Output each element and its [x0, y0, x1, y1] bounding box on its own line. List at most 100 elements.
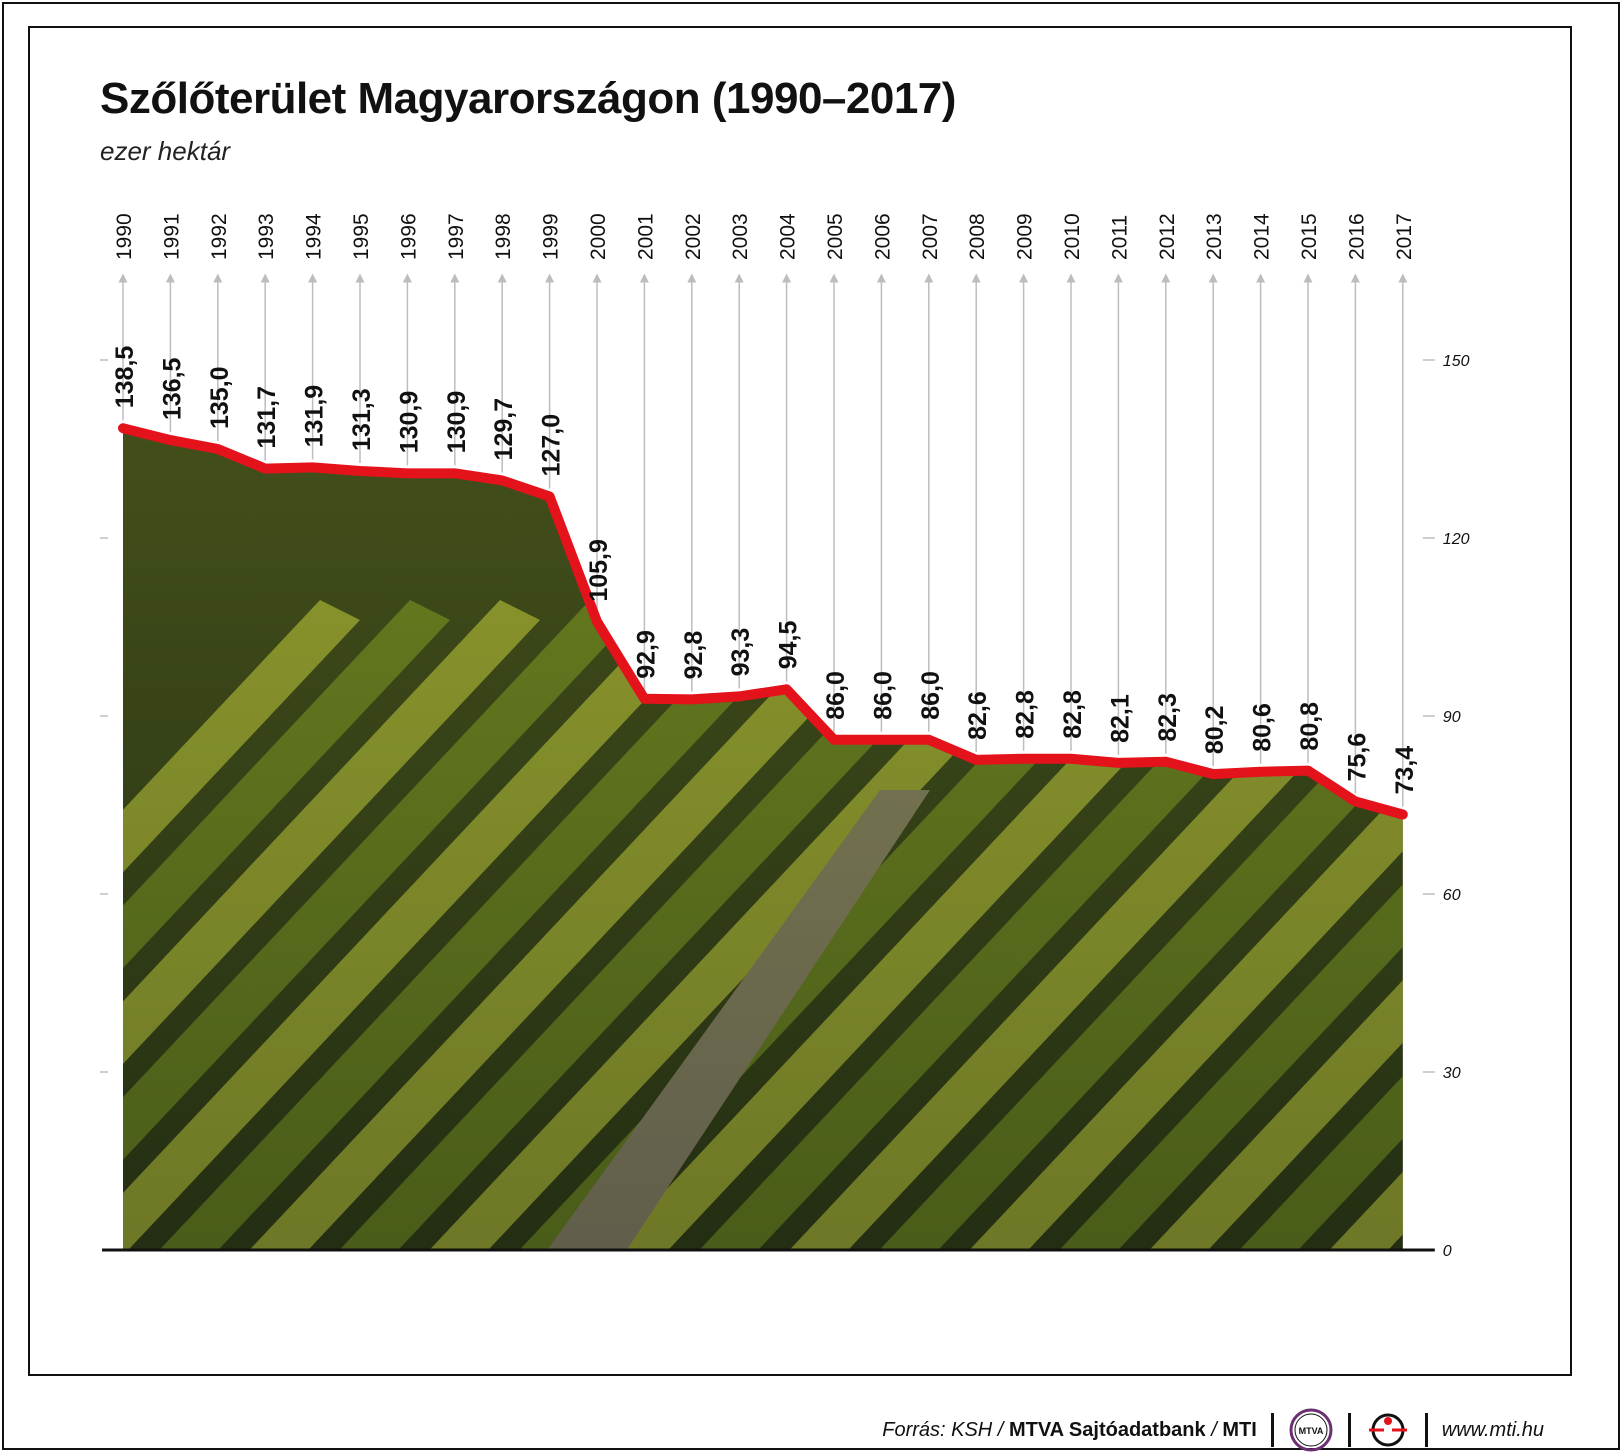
- x-tick-label: 1990: [113, 213, 136, 260]
- y-tick-label: 0: [1443, 1243, 1452, 1260]
- x-tick-label: 2011: [1108, 215, 1131, 260]
- x-tick-label: 2017: [1393, 213, 1416, 260]
- data-label: 130,9: [443, 391, 471, 454]
- data-point: [1069, 756, 1073, 761]
- x-tick-label: 1992: [208, 213, 231, 260]
- data-point: [500, 478, 505, 483]
- data-label: 75,6: [1343, 733, 1371, 782]
- y-tick-label: 30: [1443, 1065, 1461, 1082]
- grid-lines: 1990 1991 1992 1993 1994 1995 1996 1997 1998 1999…: [113, 213, 1416, 807]
- x-tick-label: 2016: [1345, 213, 1368, 260]
- x-tick-label: 2013: [1203, 213, 1226, 260]
- x-tick-label: 2015: [1298, 213, 1321, 260]
- vine-row: [1500, 600, 1624, 1280]
- y-tick-label: 120: [1443, 531, 1470, 548]
- data-label: 138,5: [111, 346, 139, 409]
- data-point: [1021, 756, 1026, 761]
- y-tick-label: 90: [1443, 709, 1461, 726]
- data-point: [452, 471, 457, 476]
- website-link[interactable]: www.mti.hu: [1441, 1418, 1544, 1441]
- data-point: [263, 466, 268, 471]
- footer: Forrás: KSH / MTVA Sajtóadatbank / MTI M…: [882, 1408, 1544, 1452]
- vineyard-photo: [123, 428, 1624, 1280]
- data-labels: 138,5 136,5 135,0 131,7 131,9 131,3 130,9 130,9…: [111, 346, 1419, 795]
- data-point: [215, 447, 220, 451]
- series-line: [118, 423, 1408, 820]
- data-label: 136,5: [158, 357, 186, 420]
- photo-shade: [123, 428, 1403, 1250]
- data-point: [974, 757, 979, 762]
- x-tick-label: 1999: [540, 213, 563, 260]
- source-bold: MTVA Sajtóadatbank: [1008, 1418, 1206, 1441]
- x-tick-label: 2008: [966, 213, 989, 260]
- vine-row: [1590, 600, 1624, 1280]
- data-point: [595, 619, 599, 624]
- vine-row: [1410, 600, 1624, 1280]
- data-point: [405, 471, 410, 476]
- mtva-logo-text: MTVA: [1298, 1426, 1323, 1436]
- data-label: 92,8: [680, 631, 708, 680]
- divider: [1424, 1413, 1428, 1447]
- x-tick-label: 2012: [1156, 213, 1179, 260]
- y-tick-label: 60: [1443, 887, 1461, 904]
- x-tick-label: 2003: [729, 213, 752, 260]
- data-point: [1400, 812, 1405, 817]
- data-point: [689, 697, 694, 702]
- data-point: [121, 426, 125, 431]
- data-point: [358, 468, 362, 473]
- x-tick-label: 2002: [682, 213, 705, 260]
- data-label: 92,9: [632, 630, 660, 679]
- y-tick-label: 150: [1443, 353, 1470, 370]
- data-label: 80,8: [1296, 702, 1324, 751]
- source-credit: Forrás: KSH / MTVA Sajtóadatbank / MTI: [882, 1419, 1257, 1442]
- page-title: Szőlőterület Magyarországon (1990–2017): [100, 74, 956, 123]
- data-label: 80,2: [1201, 705, 1229, 754]
- x-tick-label: 2009: [1014, 213, 1037, 260]
- data-label: 82,1: [1106, 694, 1134, 743]
- data-label: 82,8: [1012, 690, 1040, 739]
- data-point: [1306, 768, 1310, 773]
- x-tick-label: 1998: [492, 213, 515, 260]
- series-line-path: [118, 423, 1408, 820]
- divider: [1347, 1413, 1351, 1447]
- divider: [1270, 1413, 1274, 1447]
- x-tick-label: 2007: [919, 213, 942, 260]
- chart-frame: [28, 26, 1572, 1376]
- source-mti: MTI: [1222, 1418, 1257, 1441]
- axes: 0 30 60 90 120 150: [100, 353, 1470, 1260]
- data-point: [1211, 772, 1216, 777]
- source-separator: /: [1205, 1418, 1223, 1441]
- data-label: 135,0: [206, 366, 234, 429]
- data-point: [737, 694, 742, 699]
- x-tick-label: 1997: [445, 213, 468, 260]
- data-label: 82,8: [1059, 690, 1087, 739]
- mtva-logo: MTVA: [1289, 1408, 1333, 1452]
- data-label: 127,0: [538, 414, 566, 477]
- data-label: 86,0: [869, 671, 897, 720]
- data-point: [310, 465, 315, 470]
- x-tick-label: 1994: [303, 213, 326, 260]
- source-prefix: Forrás: KSH /: [882, 1418, 1009, 1441]
- data-label: 86,0: [917, 671, 945, 720]
- mti-logo: [1368, 1413, 1407, 1447]
- x-tick-label: 2006: [871, 213, 894, 260]
- x-tick-label: 2010: [1061, 213, 1084, 260]
- data-point: [784, 687, 789, 692]
- data-point: [926, 737, 931, 742]
- x-tick-label: 2005: [824, 213, 847, 260]
- x-tick-label: 1996: [397, 213, 420, 260]
- page-subtitle: ezer hektár: [100, 136, 231, 166]
- data-label: 105,9: [585, 539, 613, 602]
- vineyard-texture: [123, 428, 1624, 1280]
- x-tick-label: 2014: [1251, 213, 1274, 260]
- data-label: 130,9: [395, 391, 423, 454]
- data-point: [1163, 759, 1168, 764]
- data-label: 80,6: [1249, 703, 1277, 752]
- data-label: 82,6: [964, 691, 992, 740]
- x-tick-label: 2000: [587, 213, 610, 260]
- data-point: [1116, 760, 1121, 765]
- data-point: [547, 494, 552, 499]
- data-point: [832, 737, 836, 742]
